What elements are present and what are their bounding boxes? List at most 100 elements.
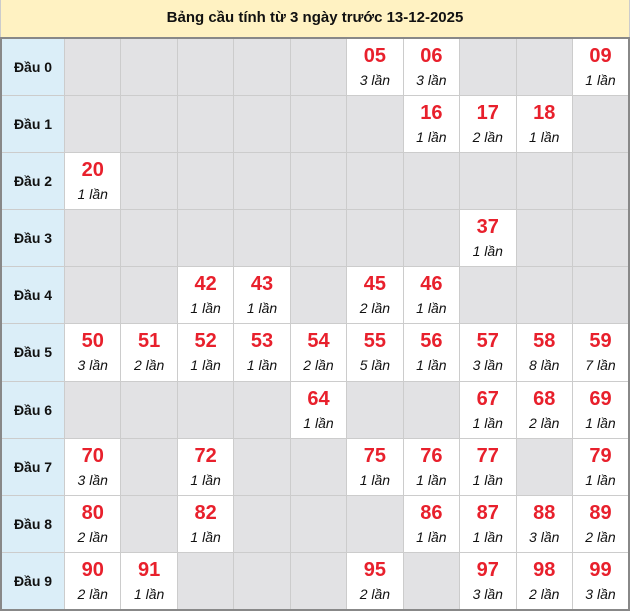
- occurrence-count: 1 lần: [190, 357, 221, 374]
- occurrence-count: 1 lần: [246, 300, 278, 317]
- occurrence-count: 2 lần: [585, 528, 616, 545]
- occurrence-count: 2 lần: [529, 585, 560, 602]
- number-value: 64: [307, 387, 330, 410]
- number-cell: 16 1 lần: [402, 95, 461, 154]
- number-cell: 54 2 lần: [289, 323, 348, 382]
- empty-cell: [233, 152, 291, 211]
- number-value: 56: [420, 330, 443, 353]
- empty-cell: [571, 152, 630, 211]
- occurrence-count: 1 lần: [529, 129, 560, 146]
- number-cell: 86 1 lần: [402, 494, 461, 553]
- empty-cell: [120, 437, 178, 496]
- number-cell: 87 1 lần: [459, 494, 517, 553]
- occurrence-count: 1 lần: [190, 528, 221, 545]
- empty-cell: [515, 437, 573, 496]
- frequency-table: Đầu 0 05 3 lần 06 3 lần 09 1 lần Đầu 1 16 1 lần 17…: [0, 37, 630, 611]
- number-value: 16: [420, 102, 443, 125]
- table-row: Đầu 6 64 1 lần 67 1 lần 68 2 lần 69 1 lần: [0, 380, 630, 439]
- empty-cell: [402, 551, 461, 611]
- empty-cell: [515, 37, 573, 97]
- empty-cell: [176, 380, 235, 439]
- empty-cell: [233, 95, 291, 154]
- table-row: Đầu 8 80 2 lần 82 1 lần 86 1 lần 87 1 lần 88 3 lần…: [0, 494, 630, 553]
- number-cell: 52 1 lần: [176, 323, 235, 382]
- empty-cell: [233, 437, 291, 496]
- empty-cell: [571, 266, 630, 325]
- number-value: 51: [138, 330, 161, 353]
- empty-cell: [63, 266, 122, 325]
- occurrence-count: 2 lần: [77, 585, 108, 602]
- number-value: 43: [250, 273, 274, 296]
- number-cell: 69 1 lần: [571, 380, 630, 439]
- number-value: 88: [533, 501, 556, 524]
- empty-cell: [176, 95, 235, 154]
- empty-cell: [233, 37, 291, 97]
- number-value: 75: [363, 444, 387, 467]
- empty-cell: [459, 266, 517, 325]
- occurrence-count: 8 lần: [529, 357, 560, 374]
- occurrence-count: 1 lần: [416, 129, 447, 146]
- occurrence-count: 1 lần: [585, 414, 616, 431]
- number-cell: 64 1 lần: [289, 380, 348, 439]
- empty-cell: [571, 95, 630, 154]
- empty-cell: [346, 494, 404, 553]
- occurrence-count: 2 lần: [472, 129, 503, 146]
- number-value: 99: [589, 558, 612, 581]
- empty-cell: [459, 37, 517, 97]
- empty-cell: [63, 380, 122, 439]
- number-cell: 37 1 lần: [459, 209, 517, 268]
- number-cell: 77 1 lần: [459, 437, 517, 496]
- table-row: Đầu 3 37 1 lần: [0, 209, 630, 268]
- occurrence-count: 2 lần: [359, 585, 391, 602]
- occurrence-count: 1 lần: [472, 528, 503, 545]
- empty-cell: [63, 95, 122, 154]
- row-header: Đầu 9: [0, 551, 65, 611]
- number-value: 68: [533, 387, 556, 410]
- number-cell: 82 1 lần: [176, 494, 235, 553]
- empty-cell: [176, 551, 235, 611]
- occurrence-count: 1 lần: [133, 585, 165, 602]
- empty-cell: [233, 551, 291, 611]
- table-title: Bảng cầu tính từ 3 ngày trước 13-12-2025: [0, 0, 630, 37]
- empty-cell: [515, 152, 573, 211]
- number-cell: 68 2 lần: [515, 380, 573, 439]
- number-cell: 06 3 lần: [402, 37, 461, 97]
- empty-cell: [346, 95, 404, 154]
- empty-cell: [289, 551, 348, 611]
- number-cell: 89 2 lần: [571, 494, 630, 553]
- number-value: 58: [533, 330, 556, 353]
- row-header: Đầu 0: [0, 37, 65, 97]
- number-cell: 56 1 lần: [402, 323, 461, 382]
- row-header: Đầu 8: [0, 494, 65, 553]
- row-header: Đầu 6: [0, 380, 65, 439]
- empty-cell: [120, 152, 178, 211]
- occurrence-count: 1 lần: [585, 72, 616, 89]
- number-cell: 79 1 lần: [571, 437, 630, 496]
- number-value: 76: [420, 444, 443, 467]
- row-header: Đầu 1: [0, 95, 65, 154]
- empty-cell: [120, 266, 178, 325]
- occurrence-count: 1 lần: [416, 471, 447, 488]
- empty-cell: [233, 494, 291, 553]
- number-cell: 91 1 lần: [120, 551, 178, 611]
- number-value: 50: [81, 330, 104, 353]
- number-cell: 95 2 lần: [346, 551, 404, 611]
- empty-cell: [289, 95, 348, 154]
- number-cell: 80 2 lần: [63, 494, 122, 553]
- empty-cell: [120, 95, 178, 154]
- number-value: 53: [250, 330, 274, 353]
- number-cell: 97 3 lần: [459, 551, 517, 611]
- number-value: 42: [194, 273, 217, 296]
- number-cell: 18 1 lần: [515, 95, 573, 154]
- empty-cell: [63, 37, 122, 97]
- number-cell: 42 1 lần: [176, 266, 235, 325]
- empty-cell: [289, 209, 348, 268]
- empty-cell: [515, 209, 573, 268]
- empty-cell: [233, 209, 291, 268]
- number-cell: 17 2 lần: [459, 95, 517, 154]
- number-value: 57: [476, 330, 499, 353]
- occurrence-count: 3 lần: [77, 357, 108, 374]
- number-cell: 53 1 lần: [233, 323, 291, 382]
- empty-cell: [176, 152, 235, 211]
- empty-cell: [289, 437, 348, 496]
